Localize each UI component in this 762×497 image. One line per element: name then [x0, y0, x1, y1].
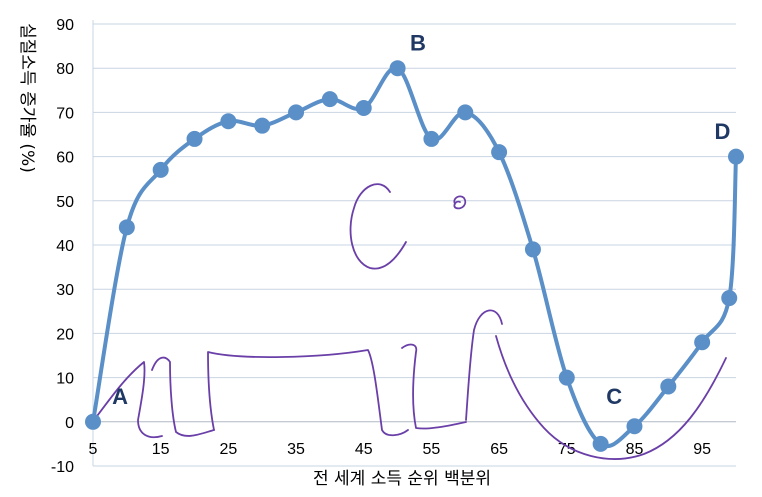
doodle-belly	[207, 349, 409, 437]
x-tick-label: 35	[287, 441, 305, 458]
doodle-back-leg	[401, 343, 467, 430]
data-point	[721, 290, 738, 307]
data-point	[592, 435, 609, 452]
data-point	[694, 334, 711, 351]
doodle-ear	[349, 183, 407, 270]
y-axis-label: 실질소득 증가율 (%)	[17, 23, 37, 173]
data-point	[355, 99, 372, 116]
data-point	[423, 130, 440, 147]
data-point	[626, 418, 643, 435]
x-axis-label: 전 세계 소득 순위 백분위	[313, 469, 491, 489]
x-tick-label: 95	[693, 441, 711, 458]
y-tick-label: 70	[56, 105, 74, 122]
data-point	[558, 369, 575, 386]
point-annotations: A B C D	[112, 31, 730, 410]
doodle-front-leg	[151, 356, 215, 437]
data-point	[220, 113, 237, 130]
series-line	[91, 66, 738, 448]
point-label-a: A	[112, 384, 128, 409]
y-tick-label: 40	[56, 238, 74, 255]
series-line-path	[91, 66, 738, 448]
x-tick-label: 65	[490, 441, 508, 458]
data-points	[85, 60, 744, 452]
y-tick-label: 30	[56, 282, 74, 299]
y-tick-label: -10	[51, 459, 74, 476]
y-tick-label: 20	[56, 326, 74, 343]
data-point	[254, 117, 271, 134]
doodle-hind	[495, 335, 727, 460]
x-tick-label: 15	[152, 441, 170, 458]
data-point	[152, 161, 169, 178]
doodle-trunk	[93, 361, 163, 439]
data-point	[321, 91, 338, 108]
point-label-c: C	[606, 384, 622, 409]
data-point	[660, 378, 677, 395]
axes	[92, 20, 736, 466]
data-point	[524, 241, 541, 258]
doodle-eye	[453, 195, 467, 210]
y-tick-label: 80	[56, 61, 74, 78]
x-tick-label: 55	[423, 441, 441, 458]
point-label-d: D	[715, 119, 731, 144]
data-point	[389, 60, 406, 77]
y-tick-label: 60	[56, 150, 74, 167]
elephant-doodle	[93, 183, 727, 460]
x-tick-label: 5	[89, 441, 98, 458]
x-tick-label: 85	[626, 441, 644, 458]
data-point	[457, 104, 474, 121]
x-tick-label: 25	[219, 441, 237, 458]
data-point	[85, 413, 101, 430]
data-point	[491, 144, 508, 161]
y-tick-label: 10	[56, 371, 74, 388]
data-point	[728, 148, 744, 165]
data-point	[118, 219, 135, 236]
point-label-b: B	[410, 31, 426, 56]
y-tick-label: 90	[56, 17, 74, 34]
data-point	[186, 130, 203, 147]
y-tick-labels: 90 80 70 60 50 40 30 20 10 0 -10	[51, 17, 74, 476]
y-tick-label: 50	[56, 194, 74, 211]
x-tick-label: 75	[558, 441, 576, 458]
x-tick-labels: 5 15 25 35 45 55 65 75 85 95	[89, 441, 712, 458]
doodle-tail-leg	[465, 309, 503, 421]
x-tick-label: 45	[355, 441, 373, 458]
grid-lines	[93, 23, 736, 467]
y-tick-label: 0	[65, 415, 74, 432]
data-point	[288, 104, 305, 121]
